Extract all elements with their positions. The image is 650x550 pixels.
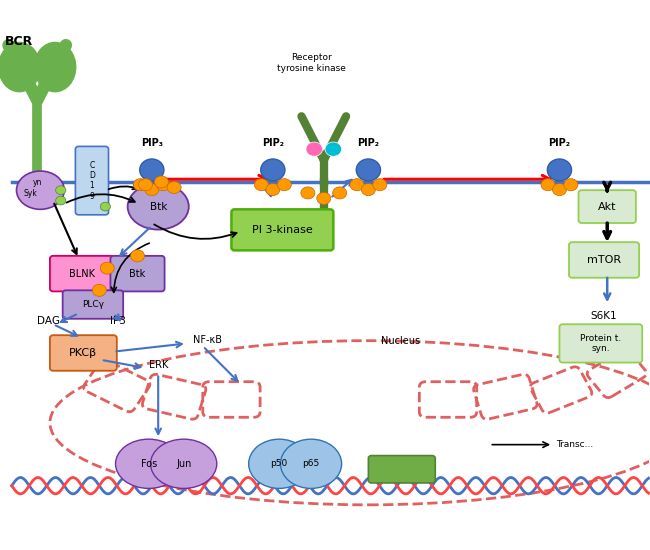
Text: NF-κB: NF-κB bbox=[193, 336, 222, 345]
Circle shape bbox=[278, 179, 291, 191]
FancyBboxPatch shape bbox=[50, 335, 117, 371]
Text: Nucleus: Nucleus bbox=[381, 336, 420, 346]
Circle shape bbox=[306, 142, 322, 156]
FancyBboxPatch shape bbox=[111, 256, 164, 292]
Circle shape bbox=[361, 184, 376, 196]
Text: p65: p65 bbox=[302, 459, 320, 468]
Circle shape bbox=[317, 192, 331, 205]
Circle shape bbox=[138, 179, 153, 191]
Circle shape bbox=[100, 262, 114, 274]
Text: Transc...: Transc... bbox=[556, 440, 593, 449]
Ellipse shape bbox=[34, 42, 75, 92]
Circle shape bbox=[155, 176, 168, 188]
Text: BLNK: BLNK bbox=[69, 268, 95, 279]
Text: BCR: BCR bbox=[5, 35, 34, 48]
FancyBboxPatch shape bbox=[50, 256, 114, 292]
Circle shape bbox=[254, 179, 268, 191]
FancyBboxPatch shape bbox=[569, 242, 639, 278]
Ellipse shape bbox=[547, 159, 571, 181]
Circle shape bbox=[133, 179, 148, 191]
Text: PIP₂: PIP₂ bbox=[358, 138, 380, 148]
Text: Protein t.
syn.: Protein t. syn. bbox=[580, 334, 621, 353]
Text: DAG: DAG bbox=[37, 316, 60, 326]
Ellipse shape bbox=[356, 159, 380, 181]
Text: Jun: Jun bbox=[176, 459, 191, 469]
Circle shape bbox=[373, 179, 387, 191]
Text: PLCγ: PLCγ bbox=[82, 300, 104, 309]
Text: PIP₂: PIP₂ bbox=[262, 138, 284, 148]
FancyBboxPatch shape bbox=[560, 324, 642, 362]
Text: Btk: Btk bbox=[129, 268, 146, 279]
Text: PI 3-kinase: PI 3-kinase bbox=[252, 225, 313, 235]
Circle shape bbox=[301, 187, 315, 199]
Text: PKCβ: PKCβ bbox=[70, 348, 98, 358]
FancyBboxPatch shape bbox=[62, 290, 123, 319]
Circle shape bbox=[167, 182, 181, 194]
Text: ERK: ERK bbox=[149, 360, 168, 370]
Text: Btk: Btk bbox=[150, 202, 167, 212]
Text: PIP₂: PIP₂ bbox=[549, 138, 571, 148]
Text: mTOR: mTOR bbox=[587, 255, 621, 265]
Circle shape bbox=[156, 179, 170, 191]
Circle shape bbox=[552, 184, 566, 196]
Ellipse shape bbox=[140, 159, 164, 181]
Text: p50: p50 bbox=[270, 459, 288, 468]
Circle shape bbox=[56, 186, 66, 195]
Ellipse shape bbox=[281, 439, 342, 488]
Circle shape bbox=[325, 142, 342, 156]
Text: yn: yn bbox=[32, 178, 42, 187]
Circle shape bbox=[564, 179, 578, 191]
Ellipse shape bbox=[116, 439, 182, 488]
Circle shape bbox=[333, 187, 346, 199]
Ellipse shape bbox=[261, 159, 285, 181]
Text: S6K1: S6K1 bbox=[591, 311, 618, 321]
Circle shape bbox=[145, 184, 159, 196]
Ellipse shape bbox=[151, 439, 217, 488]
Circle shape bbox=[541, 179, 555, 191]
Text: PIP₃: PIP₃ bbox=[141, 138, 163, 148]
Text: Receptor
tyrosine kinase: Receptor tyrosine kinase bbox=[277, 53, 346, 73]
Ellipse shape bbox=[16, 171, 64, 210]
Circle shape bbox=[56, 196, 66, 205]
Text: Fos: Fos bbox=[140, 459, 157, 469]
Circle shape bbox=[131, 250, 144, 262]
Text: IP3: IP3 bbox=[111, 316, 126, 326]
FancyBboxPatch shape bbox=[75, 146, 109, 215]
Text: Akt: Akt bbox=[598, 202, 616, 212]
Circle shape bbox=[350, 179, 364, 191]
FancyBboxPatch shape bbox=[369, 455, 436, 483]
Ellipse shape bbox=[127, 184, 188, 229]
Circle shape bbox=[266, 184, 280, 196]
Text: Syk: Syk bbox=[23, 189, 37, 197]
Ellipse shape bbox=[0, 42, 40, 92]
Circle shape bbox=[100, 202, 110, 211]
FancyBboxPatch shape bbox=[231, 210, 333, 250]
Circle shape bbox=[92, 284, 107, 296]
FancyBboxPatch shape bbox=[578, 190, 636, 223]
Text: C
D
1
9: C D 1 9 bbox=[89, 161, 95, 201]
Ellipse shape bbox=[249, 439, 310, 488]
